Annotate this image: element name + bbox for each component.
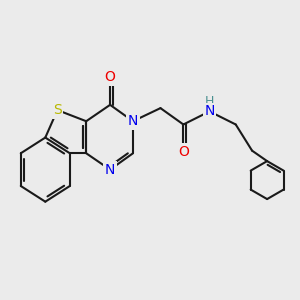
Text: N: N xyxy=(105,163,115,177)
Text: N: N xyxy=(128,114,138,128)
Text: S: S xyxy=(53,103,62,117)
Text: N: N xyxy=(204,104,215,118)
Text: H: H xyxy=(205,95,214,108)
Text: O: O xyxy=(105,70,116,84)
Text: O: O xyxy=(178,145,189,159)
